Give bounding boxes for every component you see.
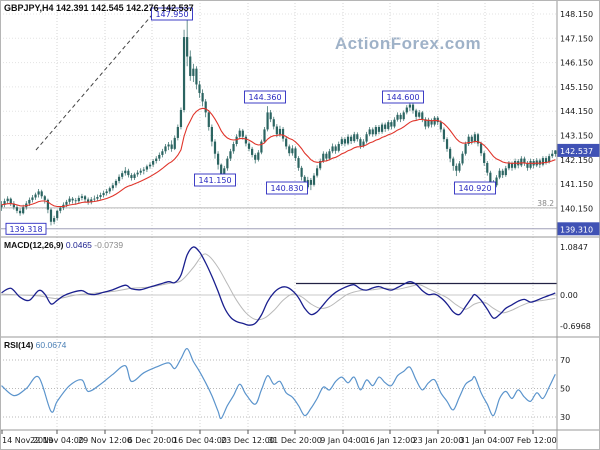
svg-text:23 Jan 20:00: 23 Jan 20:00 [413,436,464,445]
svg-text:30: 30 [560,413,570,422]
symbol-ohlc-header: GBPJPY,H4 142.391 142.545 142.276 142.53… [4,3,194,13]
svg-text:16 Dec 04:00: 16 Dec 04:00 [173,436,227,445]
svg-text:147.950: 147.950 [155,10,188,19]
svg-text:16 Jan 12:00: 16 Jan 12:00 [365,436,416,445]
trendline [35,7,159,151]
rsi-line [1,348,556,420]
support-left-label-box [5,222,47,235]
macd-signal-line [1,253,556,321]
svg-text:70: 70 [560,356,570,365]
current-price-badge [557,143,600,157]
svg-text:139.318: 139.318 [9,225,42,234]
rsi-label: RSI(14) [4,340,34,350]
svg-text:23 Dec 12:00: 23 Dec 12:00 [221,436,275,445]
ma-line [1,107,556,208]
svg-text:141.150: 141.150 [560,180,593,189]
overlay-lines: 38.2 [0,7,557,230]
svg-text:148.150: 148.150 [560,10,593,19]
fib-382-label: 38.2 [537,199,554,208]
svg-text:140.920: 140.920 [458,184,491,193]
svg-text:144.360: 144.360 [248,93,281,102]
svg-text:142.537: 142.537 [560,147,593,156]
macd-header: MACD(12,26,9) 0.0465 -0.0739 [4,240,123,250]
swing-label-box [151,7,193,21]
svg-text:143.150: 143.150 [560,132,593,141]
price-axis: 148.150 147.150 146.150 145.150 144.150 143.1… [557,10,600,422]
svg-text:139.310: 139.310 [560,225,593,234]
svg-text:146.150: 146.150 [560,59,593,68]
swing-label-box [266,181,308,195]
grid [0,0,557,430]
macd-label: MACD(12,26,9) [4,240,64,250]
svg-text:31 Dec 20:00: 31 Dec 20:00 [268,436,322,445]
macd-panel [0,246,557,326]
support-price-badge [557,222,600,236]
macd-value-signal: -0.0739 [94,240,124,250]
swing-label-box [244,90,286,104]
swing-label-box [194,173,236,187]
rsi-panel [0,348,557,420]
svg-text:140.150: 140.150 [560,204,593,213]
svg-text:144.600: 144.600 [386,93,419,102]
svg-text:145.150: 145.150 [560,83,593,92]
svg-text:22 Nov 04:00: 22 Nov 04:00 [30,436,84,445]
svg-text:144.150: 144.150 [560,107,593,116]
swing-price-labels: 147.950 144.360 144.600 141.150 140.830 140.9… [5,7,496,235]
rsi-header: RSI(14) 60.0674 [4,340,66,350]
svg-text:-0.6968: -0.6968 [560,322,591,331]
svg-text:141.150: 141.150 [198,176,231,185]
swing-label-box [382,90,424,104]
svg-text:9 Jan 04:00: 9 Jan 04:00 [320,436,366,445]
svg-text:142.150: 142.150 [560,156,593,165]
macd-value-main: 0.0465 [65,240,92,250]
svg-text:6 Dec 20:00: 6 Dec 20:00 [128,436,177,445]
swing-label-box [454,181,496,195]
svg-text:50: 50 [560,385,570,394]
svg-text:31 Jan 04:00: 31 Jan 04:00 [460,436,511,445]
svg-text:0.00: 0.00 [560,291,578,300]
svg-text:147.150: 147.150 [560,34,593,43]
macd-main-line [1,246,556,326]
svg-text:140.830: 140.830 [270,184,303,193]
svg-text:7 Feb 12:00: 7 Feb 12:00 [509,436,556,445]
svg-text:29 Nov 12:00: 29 Nov 12:00 [78,436,132,445]
svg-text:1.0847: 1.0847 [560,243,588,252]
svg-text:14 Nov 2019: 14 Nov 2019 [2,436,53,445]
rsi-value: 60.0674 [35,340,67,350]
